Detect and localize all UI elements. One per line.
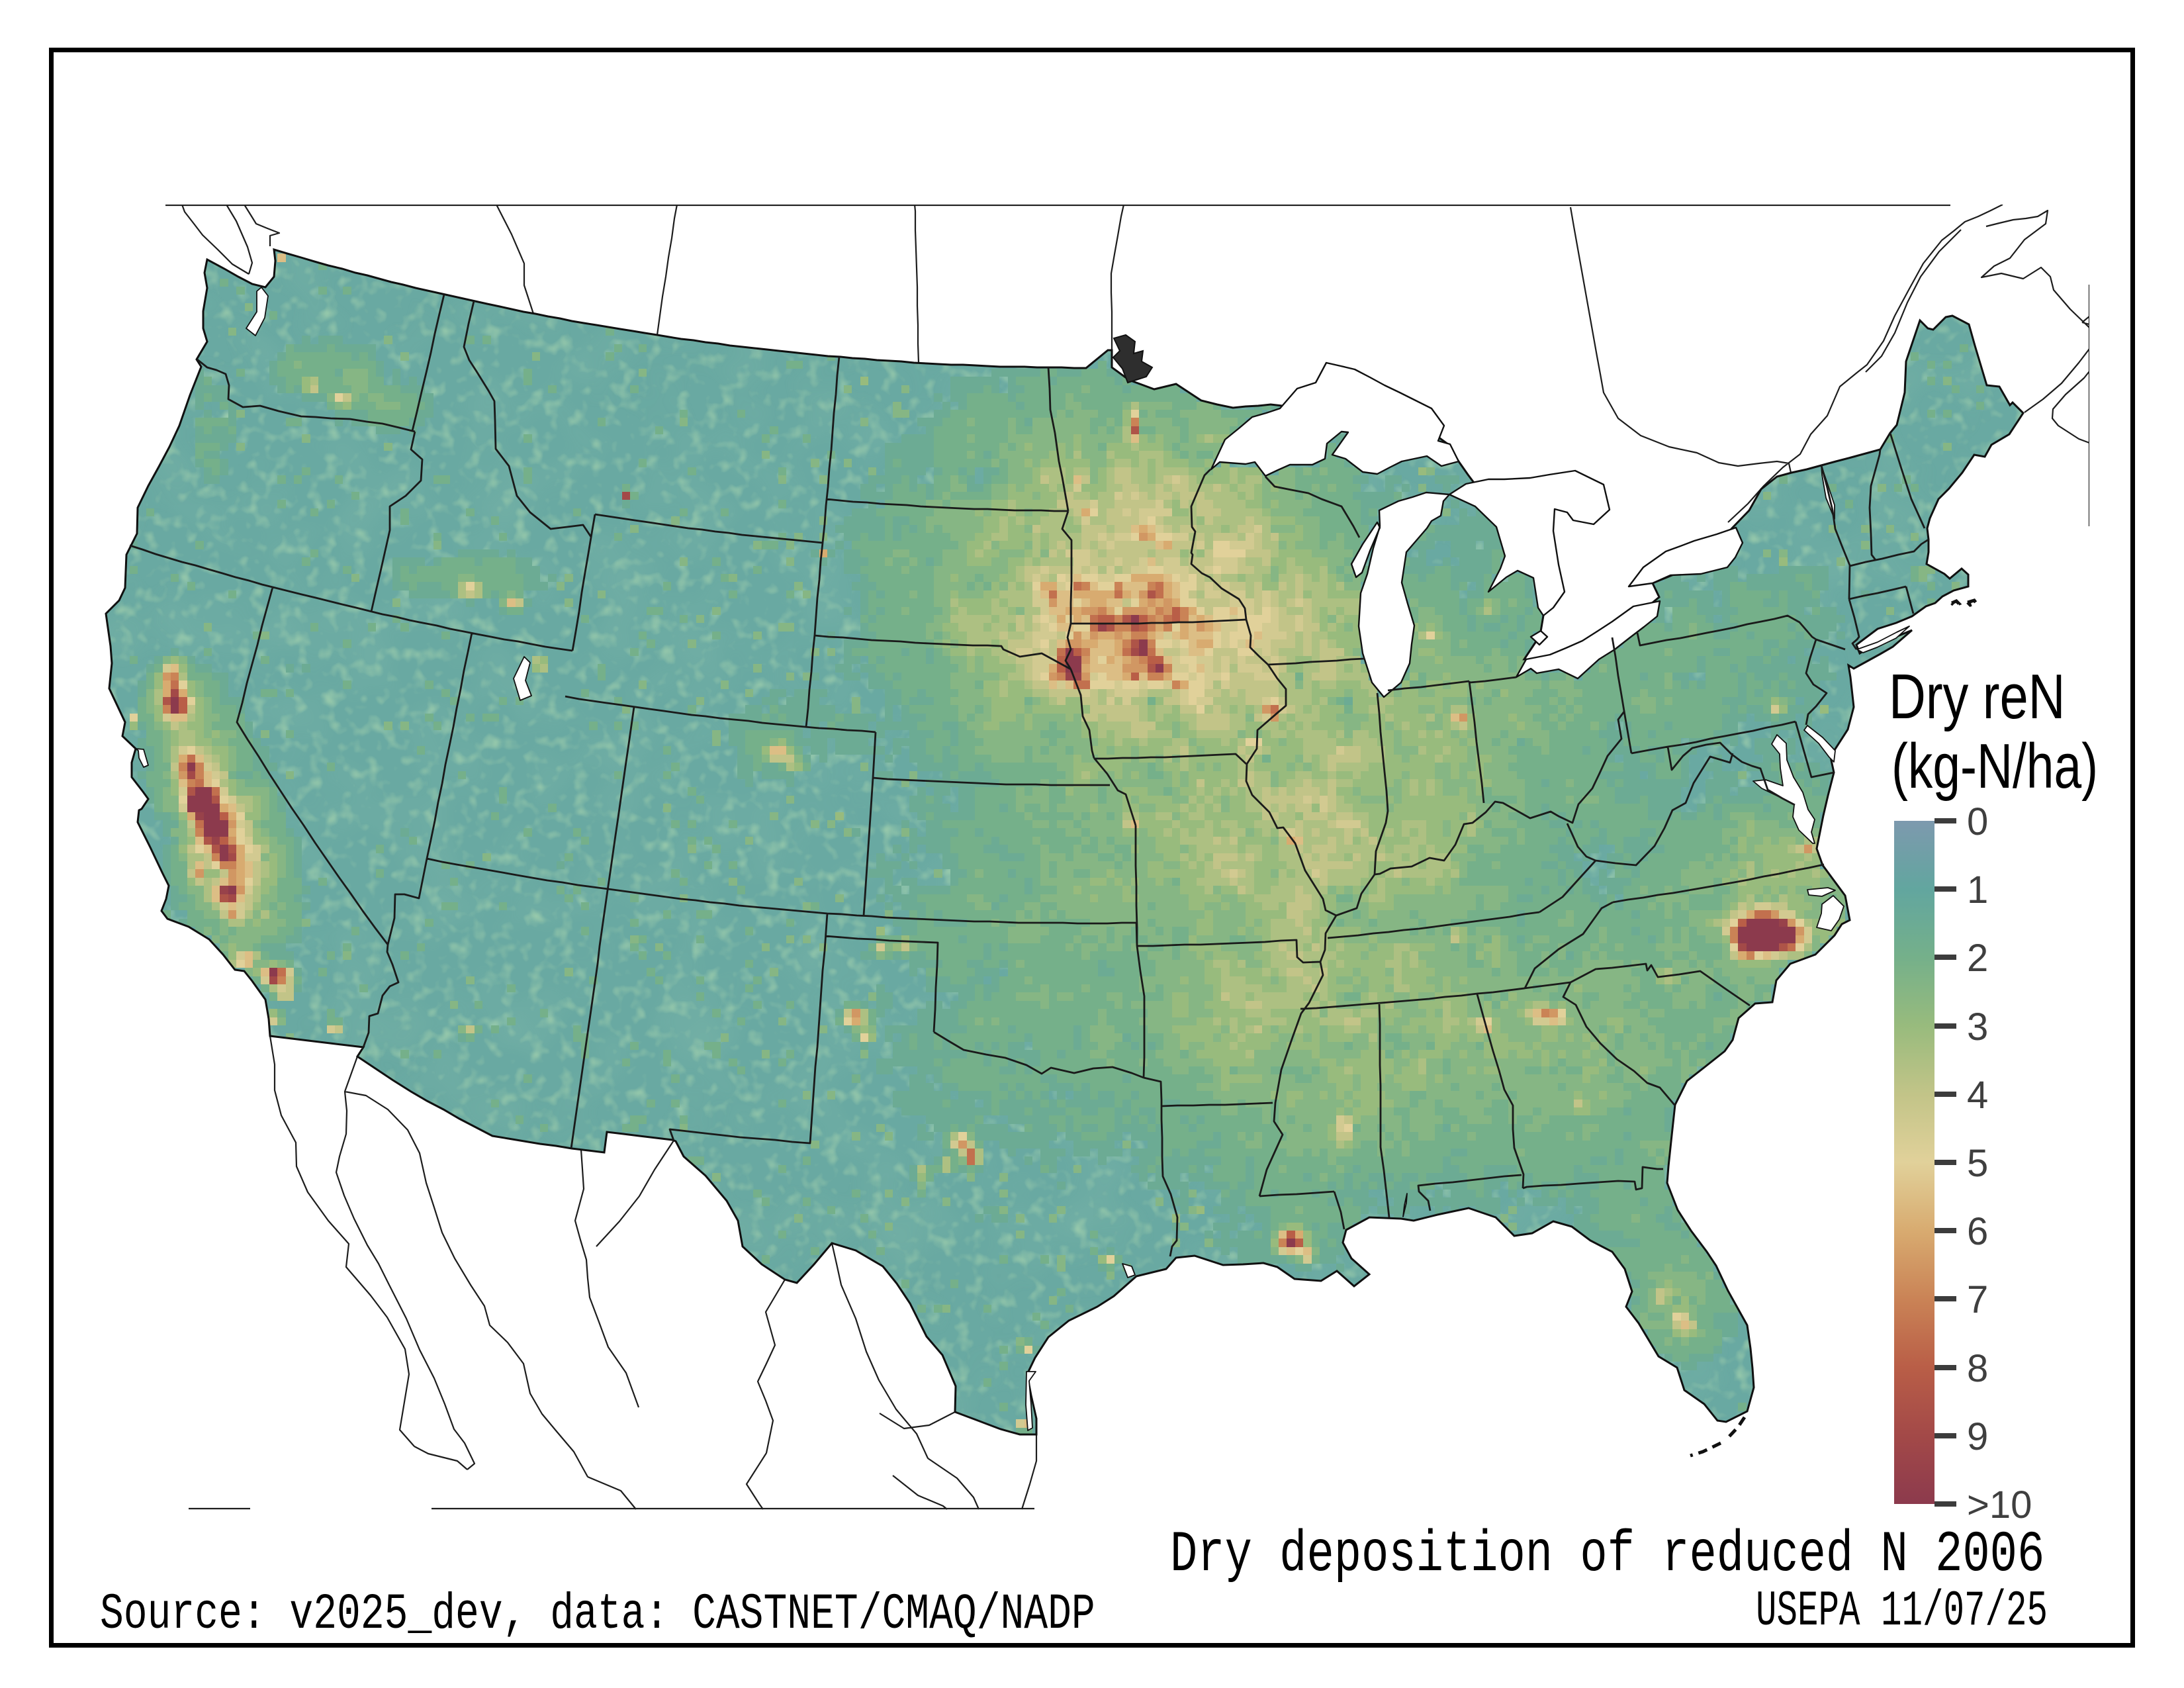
svg-text:USEPA 11/07/25: USEPA 11/07/25 — [1756, 1584, 2048, 1640]
svg-text:6: 6 — [1967, 1210, 1988, 1253]
svg-text:5: 5 — [1967, 1142, 1988, 1185]
svg-text:0: 0 — [1967, 800, 1988, 843]
svg-text:2: 2 — [1967, 937, 1988, 980]
svg-text:7: 7 — [1967, 1278, 1988, 1321]
svg-text:Source: v2025_dev, data: CASTN: Source: v2025_dev, data: CASTNET/CMAQ/NA… — [100, 1585, 1095, 1643]
svg-text:(kg-N/ha): (kg-N/ha) — [1891, 731, 2098, 802]
svg-text:3: 3 — [1967, 1006, 1988, 1049]
svg-text:9: 9 — [1967, 1415, 1988, 1458]
svg-text:1: 1 — [1967, 868, 1988, 912]
svg-text:Dry reN: Dry reN — [1889, 661, 2065, 732]
svg-text:4: 4 — [1967, 1074, 1988, 1117]
svg-text:Dry deposition of reduced N 20: Dry deposition of reduced N 2006 — [1170, 1523, 2044, 1588]
svg-text:>10: >10 — [1967, 1483, 2032, 1526]
svg-text:8: 8 — [1967, 1347, 1988, 1390]
